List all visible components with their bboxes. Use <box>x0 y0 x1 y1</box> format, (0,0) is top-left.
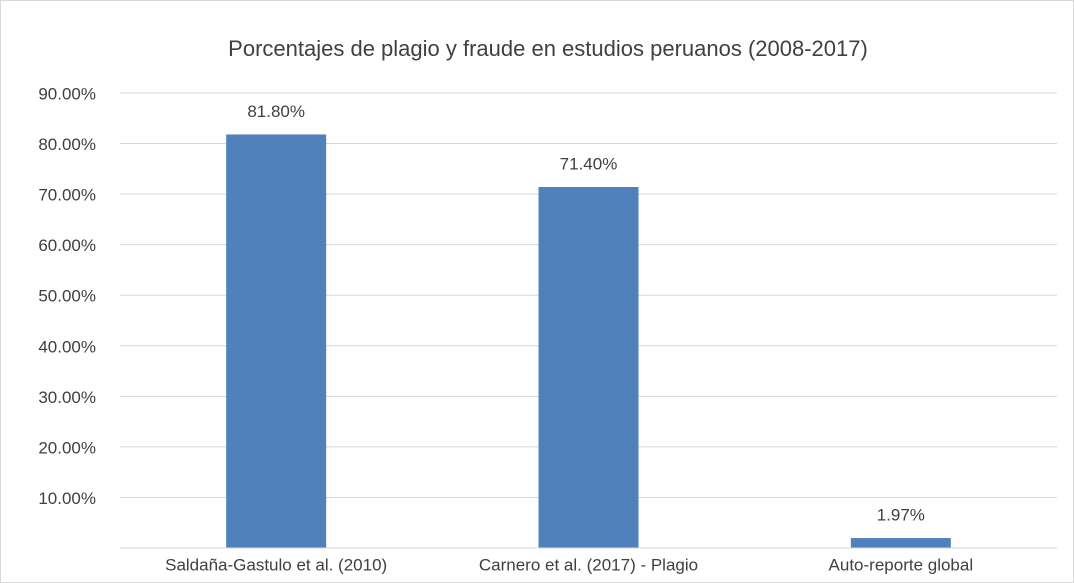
y-tick-label: 60.00% <box>38 236 96 255</box>
y-tick-label: 20.00% <box>38 438 96 457</box>
y-tick-label: 50.00% <box>38 287 96 306</box>
bar <box>226 134 327 548</box>
y-tick-label: 70.00% <box>38 186 96 205</box>
y-tick-label: 80.00% <box>38 135 96 154</box>
data-label: 1.97% <box>877 506 925 525</box>
y-tick-label: 10.00% <box>38 489 96 508</box>
chart-title: Porcentajes de plagio y fraude en estudi… <box>228 36 868 61</box>
data-label: 81.80% <box>247 102 305 121</box>
bar <box>538 187 639 549</box>
x-tick-label: Saldaña-Gastulo et al. (2010) <box>165 555 387 574</box>
x-tick-label: Carnero et al. (2017) - Plagio <box>479 555 698 574</box>
data-label: 71.40% <box>560 155 618 174</box>
y-tick-label: 30.00% <box>38 388 96 407</box>
x-tick-label: Auto-reporte global <box>829 555 974 574</box>
y-tick-label: 90.00% <box>38 84 96 103</box>
bar <box>850 538 951 548</box>
y-tick-label: 40.00% <box>38 337 96 356</box>
